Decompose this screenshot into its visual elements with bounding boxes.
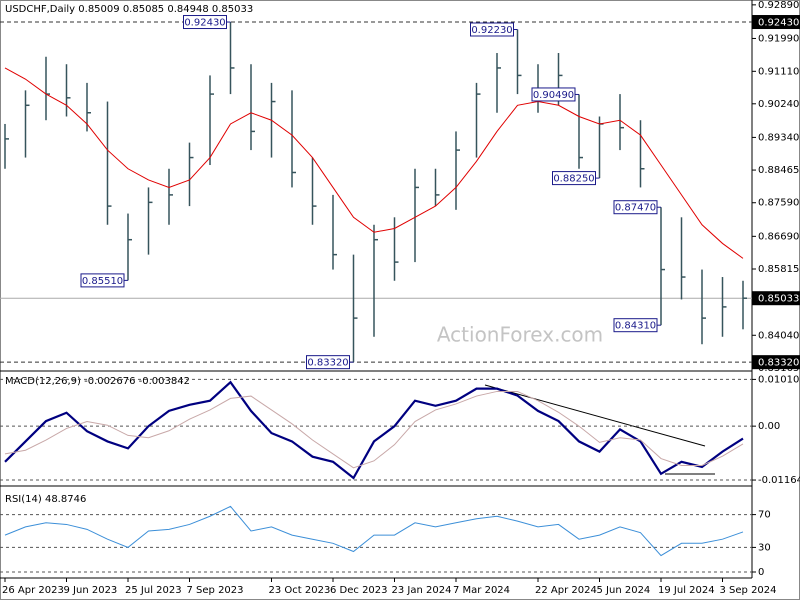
x-tick-label: 5 Jun 2024 — [597, 585, 651, 596]
y-tick-label: 30 — [758, 542, 771, 553]
annotation-box — [183, 15, 227, 30]
indicator-line — [4, 390, 744, 469]
annotation-box — [306, 355, 350, 370]
x-tick-label: 26 Apr 2023 — [2, 585, 64, 596]
annotation-label: 0.84310 — [615, 321, 656, 332]
annotation-label: 0.90490 — [533, 90, 574, 101]
x-tick-label: 23 Oct 2023 — [269, 585, 331, 596]
price-label: 0.92430 — [758, 18, 799, 29]
annotation-box — [80, 273, 125, 288]
annotation-box — [531, 87, 576, 102]
moving-average — [4, 67, 744, 259]
watermark: ActionForex.com — [437, 323, 603, 347]
annotation-label: 0.87470 — [615, 203, 656, 214]
y-tick-label: 0.84040 — [758, 330, 799, 341]
y-tick-label: 0.85815 — [758, 264, 799, 275]
price-label: 0.85033 — [758, 294, 799, 305]
panel-title: MACD(12,26,9) -0.002676 -0.003842 — [5, 376, 190, 387]
x-tick-label: 25 Jul 2023 — [125, 585, 182, 596]
annotation-box — [613, 318, 658, 333]
price-label: 0.83320 — [758, 358, 799, 369]
macd-trendline — [484, 384, 706, 447]
indicator-line — [4, 380, 744, 480]
y-tick-label: 0.90240 — [758, 99, 799, 110]
annotation-box — [552, 171, 596, 186]
y-tick-label: 70 — [758, 510, 771, 521]
y-tick-label: -0.011645 — [758, 475, 800, 486]
y-tick-label: 0.92890 — [758, 0, 799, 11]
price-label-box — [752, 291, 800, 306]
price-label-box — [752, 355, 800, 370]
annotation-label: 0.92230 — [471, 25, 512, 36]
x-tick-label: 3 Sep 2024 — [720, 585, 777, 596]
annotation-label: 0.83320 — [307, 358, 348, 369]
y-tick-label: 0.91990 — [758, 33, 799, 44]
panel-title: RSI(14) 48.8746 — [5, 494, 86, 505]
x-tick-label: 19 Jul 2024 — [658, 585, 715, 596]
y-tick-label: 0.010101 — [758, 374, 800, 385]
y-tick-label: 0 — [758, 567, 764, 578]
y-tick-label: 0.86690 — [758, 231, 799, 242]
annotation-label: 0.88250 — [553, 174, 594, 185]
x-tick-label: 22 Apr 2024 — [535, 585, 597, 596]
x-tick-label: 23 Jan 2024 — [392, 585, 452, 596]
y-tick-label: 0.88465 — [758, 165, 799, 176]
annotation-box — [613, 200, 658, 215]
y-tick-label: 0.00 — [758, 421, 780, 432]
price-label-box — [752, 15, 800, 30]
y-tick-label: 0.89340 — [758, 132, 799, 143]
annotation-box — [470, 22, 514, 37]
annotation-label: 0.85510 — [82, 276, 123, 287]
y-tick-label: 0.87590 — [758, 198, 799, 209]
annotation-label: 0.92430 — [184, 18, 225, 29]
x-tick-label: 6 Dec 2023 — [330, 585, 388, 596]
y-tick-label: 0.91110 — [758, 66, 799, 77]
panel-title: USDCHF,Daily 0.85009 0.85085 0.84948 0.8… — [5, 4, 253, 15]
x-tick-label: 7 Sep 2023 — [187, 585, 244, 596]
x-tick-label: 9 Jun 2023 — [64, 585, 118, 596]
x-tick-label: 7 Mar 2024 — [453, 585, 510, 596]
indicator-line — [4, 505, 744, 557]
